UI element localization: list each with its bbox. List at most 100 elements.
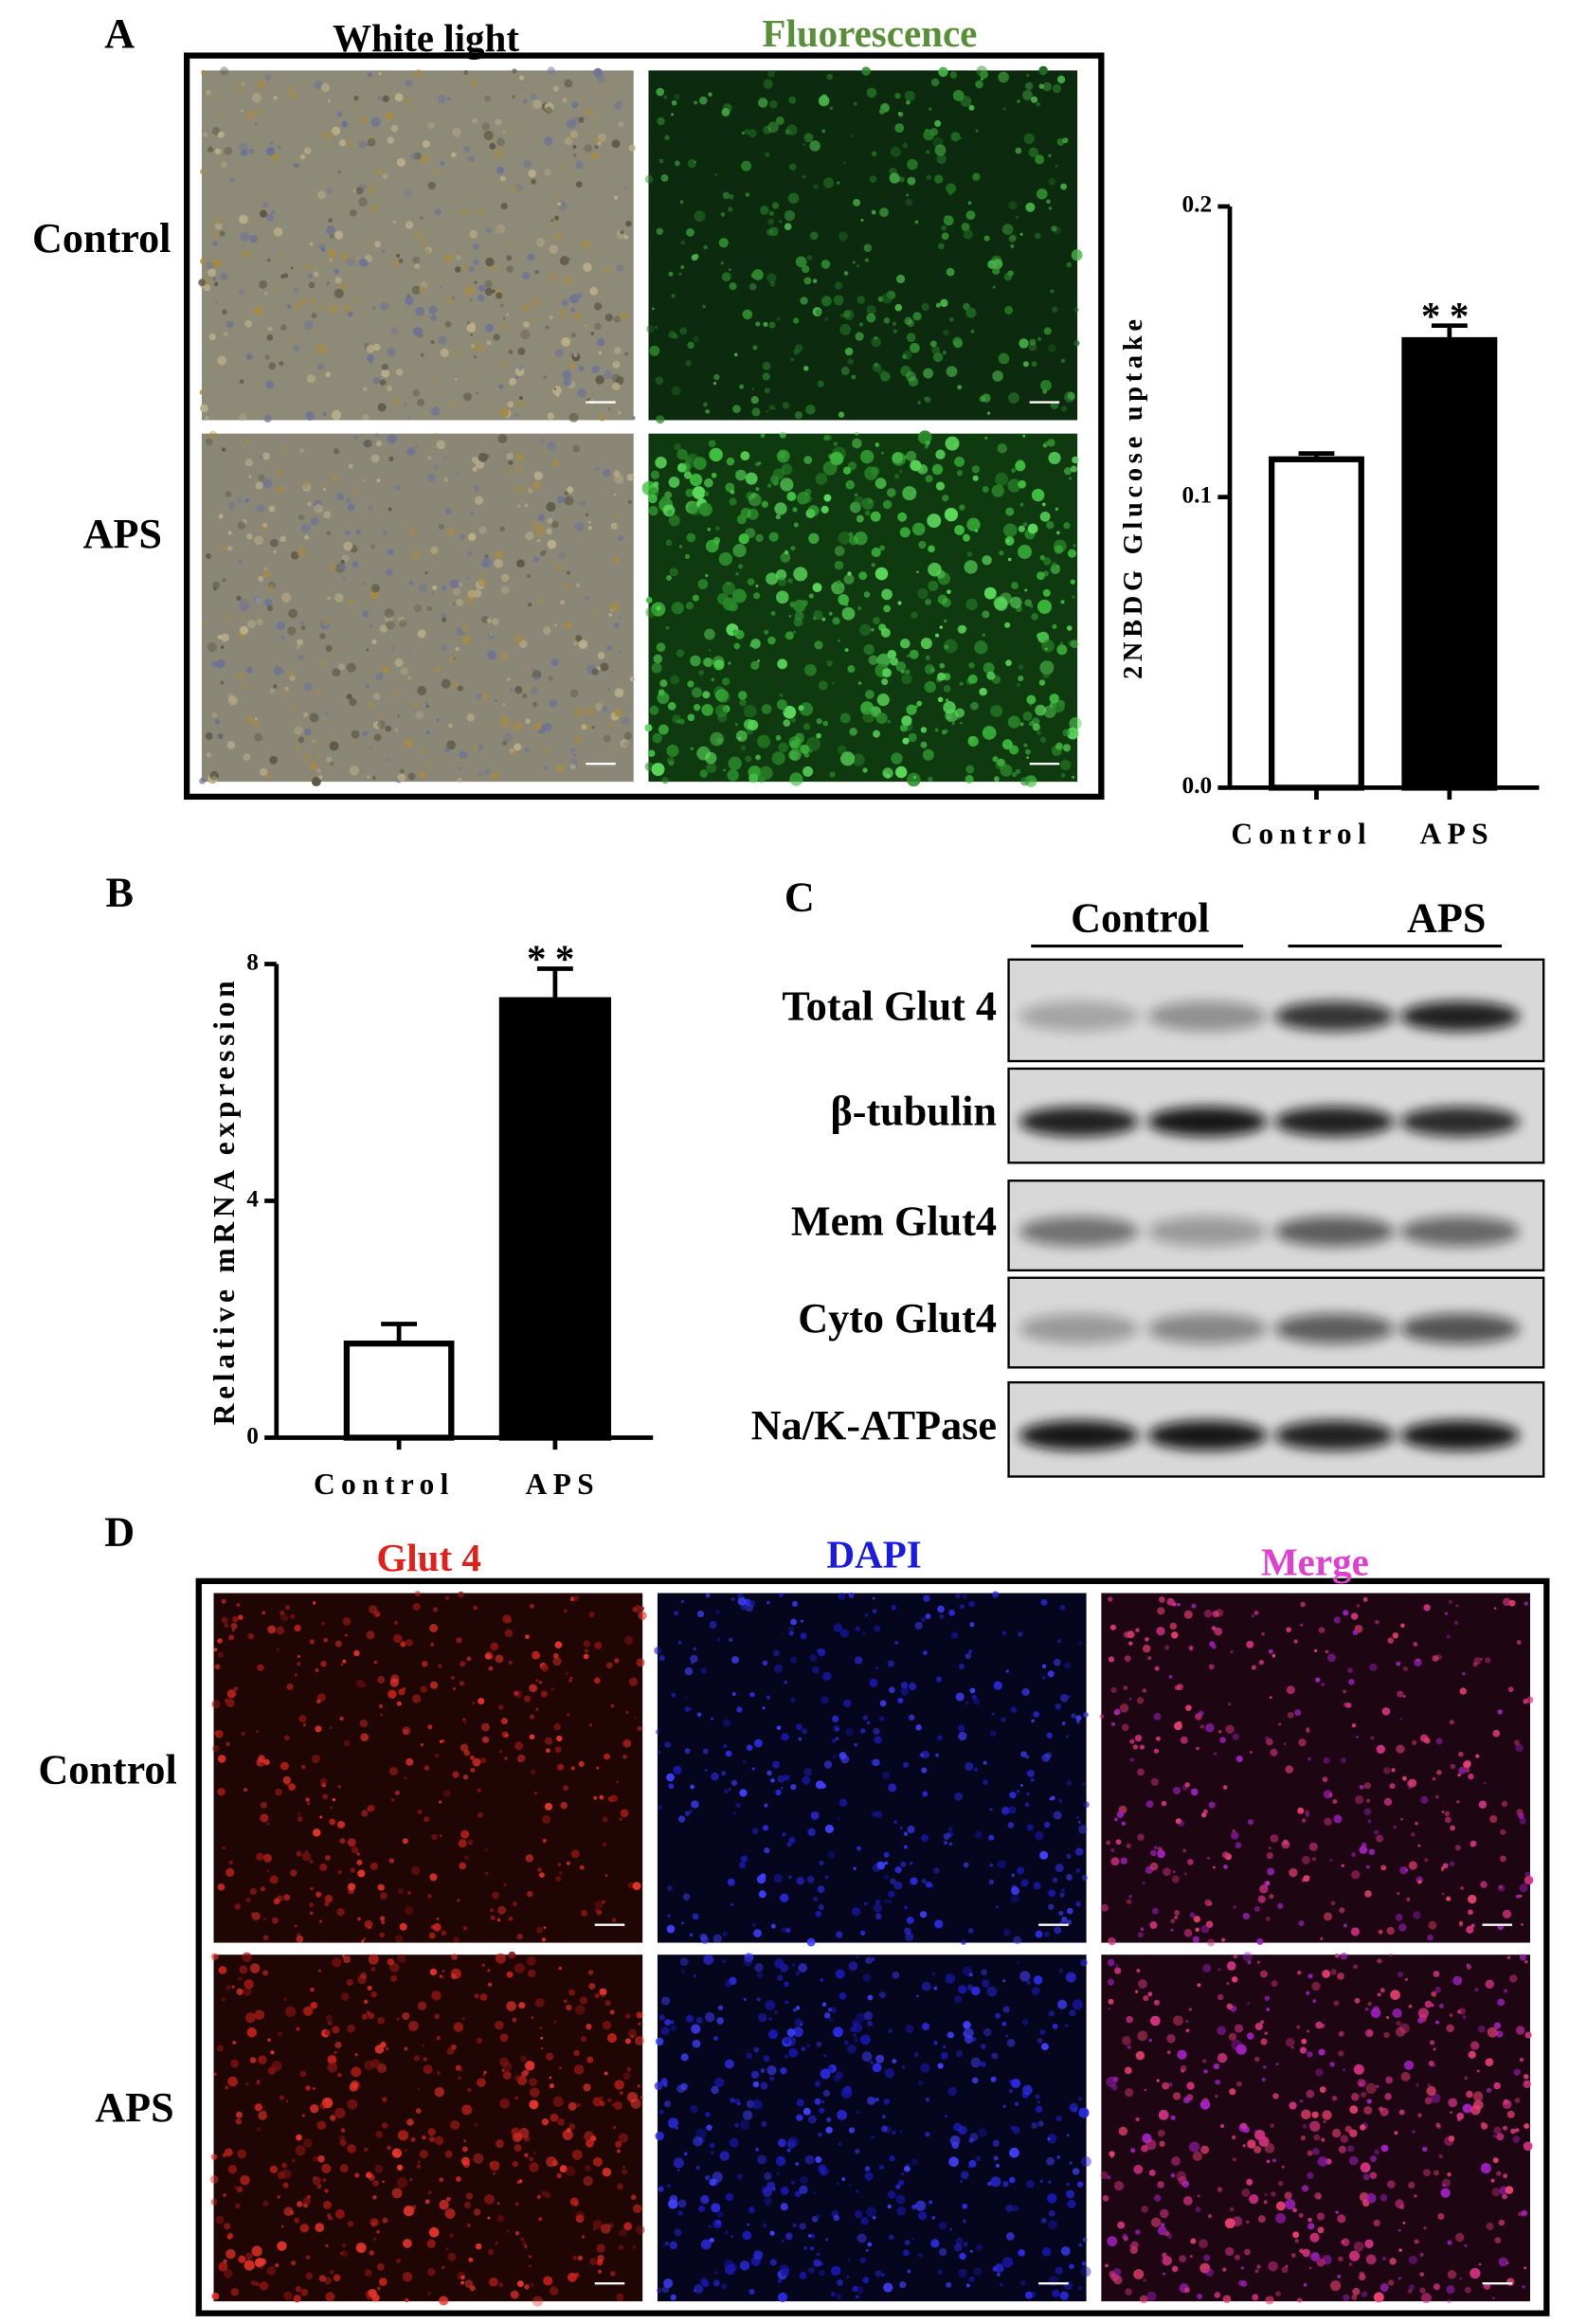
- texture: [402, 2272, 413, 2282]
- texture: [690, 655, 701, 667]
- texture: [244, 2012, 256, 2024]
- texture: [802, 1775, 811, 1785]
- texture: [1514, 2128, 1520, 2133]
- texture: [1011, 1886, 1020, 1896]
- texture: [1208, 1901, 1213, 1906]
- texture: [1157, 1849, 1165, 1859]
- texture: [922, 1650, 929, 1656]
- texture: [687, 159, 696, 169]
- texture: [232, 1616, 239, 1623]
- texture: [398, 259, 404, 263]
- texture: [397, 1954, 406, 1963]
- texture: [1234, 2254, 1241, 2261]
- texture: [290, 1869, 298, 1877]
- texture: [1042, 1664, 1047, 1668]
- texture: [340, 2128, 346, 2133]
- texture: [511, 94, 516, 99]
- texture: [709, 447, 723, 462]
- texture: [1301, 2109, 1311, 2120]
- texture: [769, 2259, 777, 2266]
- texture: [783, 719, 791, 728]
- texture: [970, 329, 975, 333]
- texture: [826, 659, 833, 667]
- texture: [937, 1605, 945, 1613]
- texture: [583, 1640, 591, 1648]
- texture: [1183, 1928, 1193, 1937]
- texture: [221, 1997, 225, 2002]
- texture: [608, 407, 611, 411]
- texture: [849, 727, 857, 736]
- texture: [808, 748, 813, 753]
- texture: [1275, 2201, 1286, 2211]
- texture: [1423, 1604, 1431, 1612]
- texture: [1007, 478, 1021, 493]
- texture: [1062, 137, 1069, 144]
- texture: [620, 739, 629, 748]
- texture: [813, 184, 819, 189]
- texture: [504, 1733, 509, 1738]
- texture: [757, 734, 771, 748]
- texture: [902, 142, 909, 149]
- texture: [1030, 96, 1038, 103]
- texture: [1340, 2135, 1349, 2143]
- texture: [729, 268, 731, 271]
- texture: [752, 345, 758, 351]
- texture: [1108, 1596, 1113, 1602]
- texture: [668, 514, 680, 527]
- texture: [730, 1597, 735, 1602]
- texture: [347, 2221, 354, 2227]
- texture: [848, 1592, 855, 1598]
- texture: [459, 1862, 466, 1870]
- texture: [622, 2169, 628, 2175]
- texture: [490, 1908, 494, 1913]
- texture: [514, 1690, 523, 1699]
- texture: [258, 474, 265, 482]
- texture: [1141, 2205, 1149, 2213]
- texture: [1023, 133, 1035, 145]
- texture: [458, 582, 463, 587]
- texture: [213, 1648, 218, 1652]
- texture: [665, 577, 669, 580]
- texture: [780, 2186, 789, 2195]
- texture: [1235, 1756, 1243, 1763]
- texture: [1128, 1641, 1133, 1646]
- texture: [417, 2160, 421, 2164]
- column-header: Merge: [1261, 1540, 1369, 1584]
- texture: [341, 646, 345, 651]
- texture: [1246, 1640, 1254, 1648]
- texture: [226, 741, 236, 749]
- texture: [873, 617, 881, 625]
- texture: [803, 366, 809, 371]
- texture: [368, 2012, 375, 2020]
- texture: [812, 1666, 820, 1674]
- texture: [284, 686, 289, 692]
- texture: [711, 2085, 719, 2095]
- texture: [409, 106, 414, 111]
- texture: [310, 1911, 314, 1916]
- texture: [918, 542, 924, 548]
- texture: [1066, 2134, 1070, 2137]
- texture: [326, 756, 333, 763]
- texture: [848, 1961, 858, 1972]
- texture: [1198, 1710, 1204, 1717]
- texture: [385, 568, 393, 577]
- texture: [560, 1801, 568, 1810]
- texture: [1195, 2207, 1201, 2213]
- texture: [282, 273, 289, 279]
- texture: [1268, 2261, 1278, 2272]
- texture: [748, 1600, 756, 1607]
- texture: [1506, 1955, 1511, 1960]
- texture: [855, 2149, 860, 2154]
- texture: [514, 183, 523, 192]
- texture: [477, 1811, 483, 1818]
- texture: [1478, 2025, 1486, 2033]
- texture: [856, 2189, 859, 2193]
- texture: [937, 243, 945, 250]
- texture: [812, 583, 822, 593]
- texture: [968, 661, 975, 669]
- texture: [1367, 2030, 1373, 2036]
- texture: [1457, 2009, 1462, 2014]
- texture: [391, 260, 399, 267]
- texture: [771, 751, 785, 766]
- texture: [390, 124, 399, 133]
